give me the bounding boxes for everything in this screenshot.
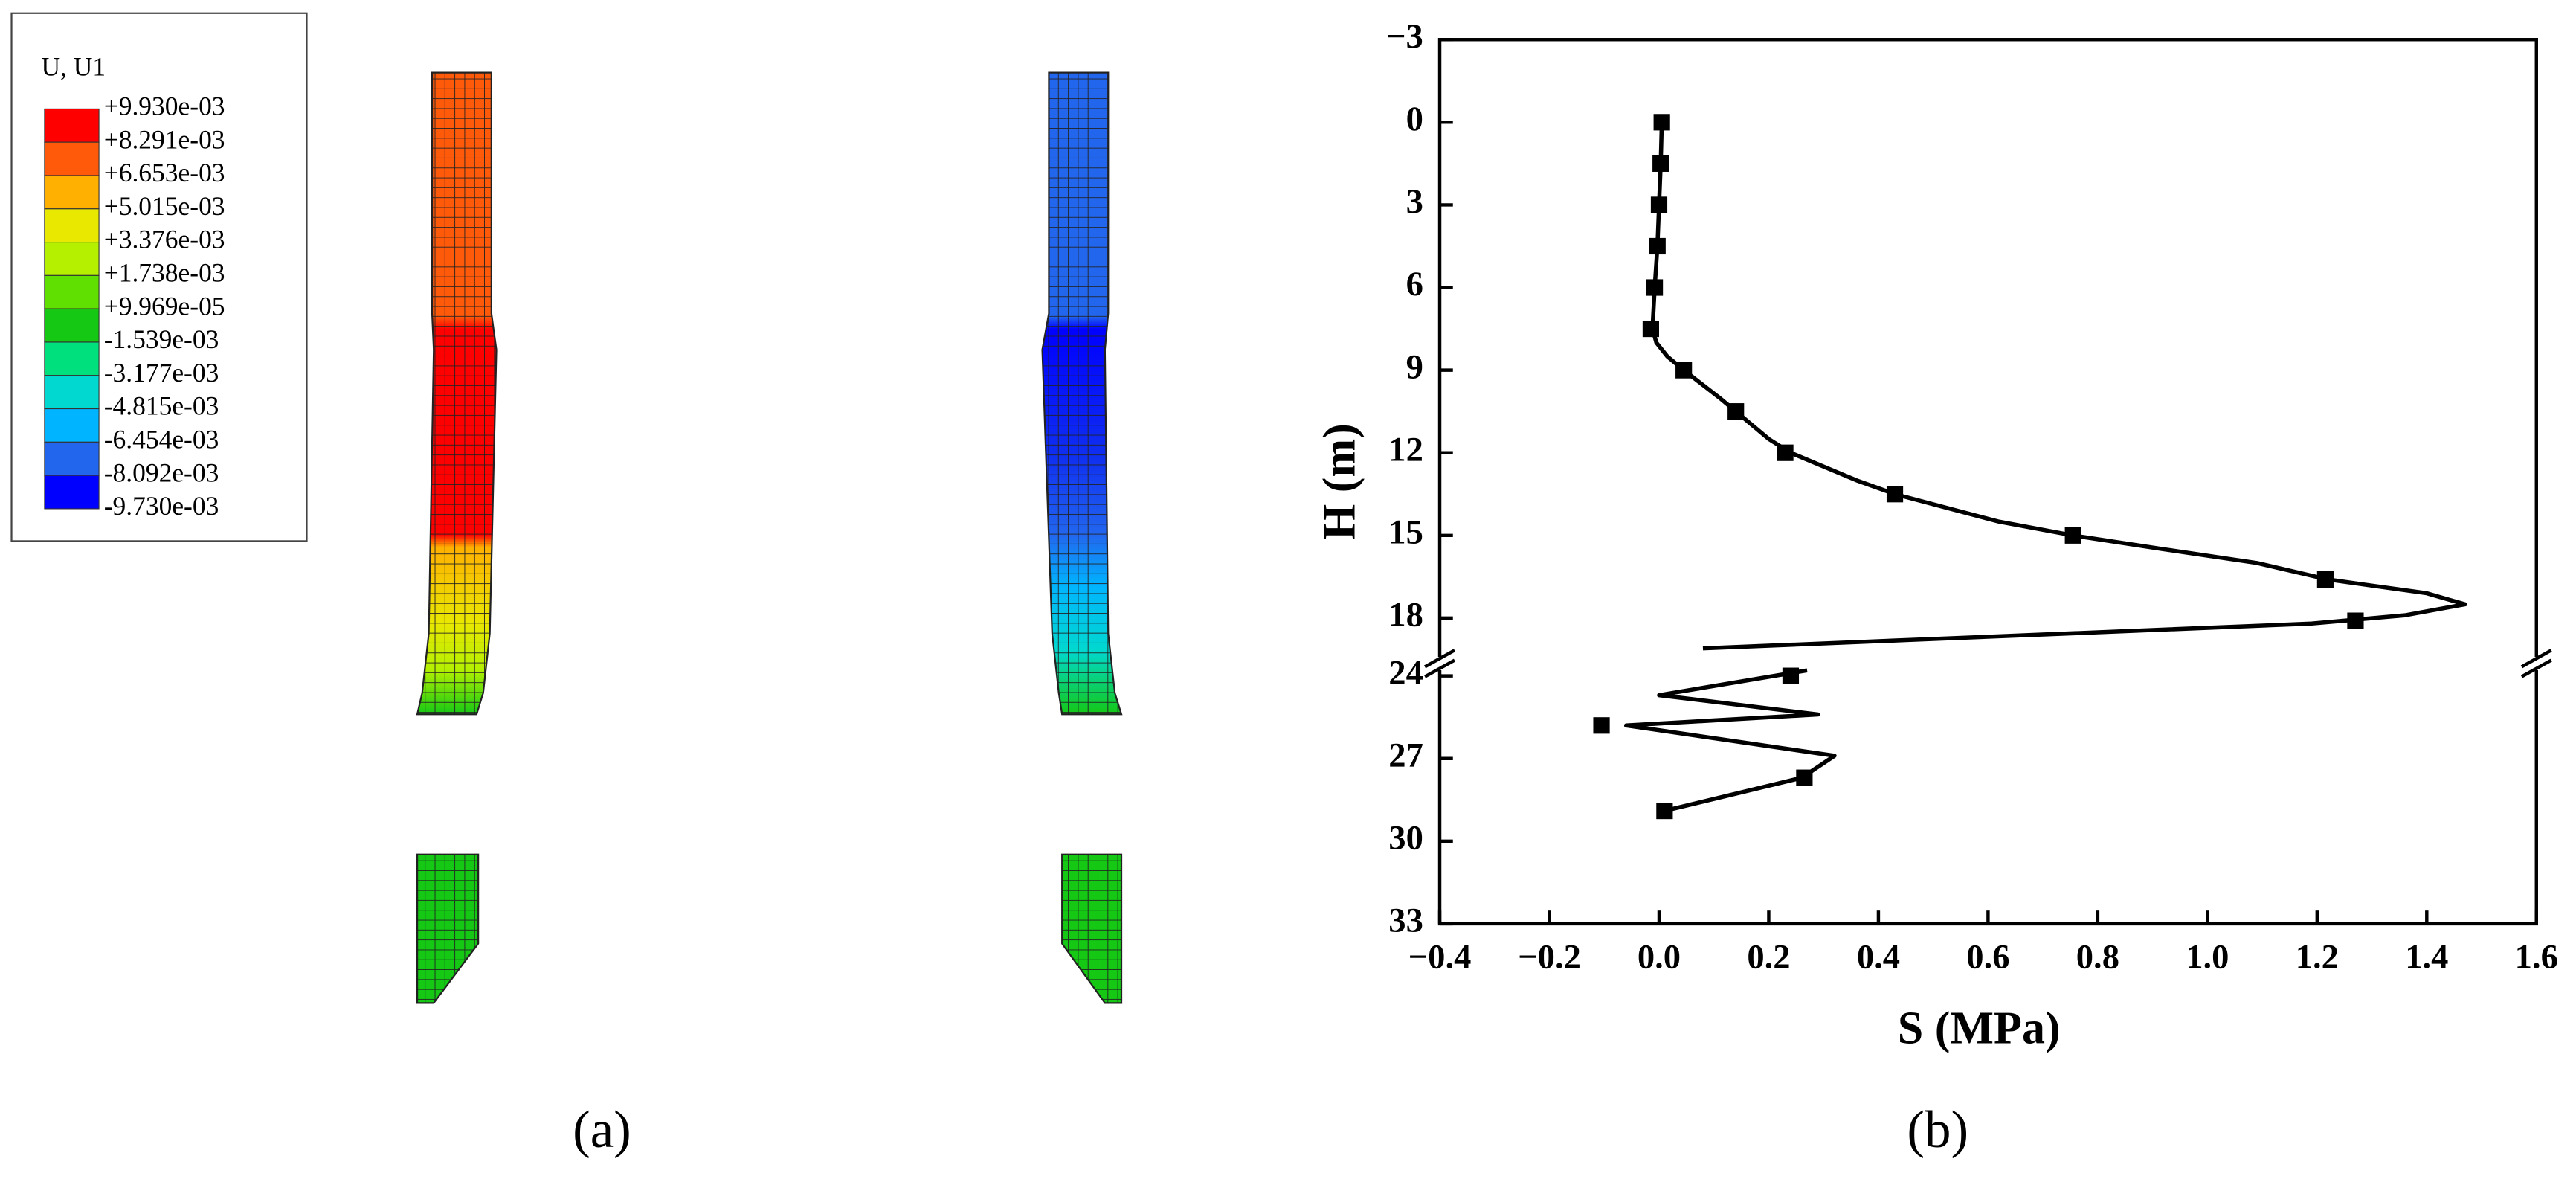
y-tick-label: 9 bbox=[1406, 348, 1423, 386]
legend-swatch bbox=[44, 242, 100, 276]
legend-label: +9.969e-05 bbox=[104, 291, 225, 321]
marker bbox=[2316, 571, 2334, 588]
legend-swatch bbox=[44, 175, 100, 210]
marker bbox=[1675, 362, 1693, 379]
legend-swatch bbox=[44, 475, 100, 510]
legend-swatch bbox=[44, 274, 100, 309]
marker bbox=[1656, 802, 1673, 820]
legend-swatch bbox=[44, 308, 100, 343]
y-tick-label: 27 bbox=[1388, 736, 1423, 774]
axis-break bbox=[2520, 649, 2552, 669]
y-tick-label: 30 bbox=[1388, 820, 1423, 858]
y-tick-label: 0 bbox=[1406, 100, 1423, 138]
marker bbox=[1796, 769, 1813, 786]
x-tick-label: 1.4 bbox=[2405, 938, 2448, 976]
legend-swatch bbox=[44, 375, 100, 410]
mesh-left bbox=[416, 71, 498, 1004]
x-tick-label: 0.2 bbox=[1747, 938, 1790, 976]
legend-swatch bbox=[44, 341, 100, 376]
legend-label: +9.930e-03 bbox=[104, 91, 225, 121]
axis-break bbox=[2520, 658, 2552, 678]
caption: (b) bbox=[1907, 1101, 1968, 1159]
legend-label: -9.730e-03 bbox=[104, 491, 219, 521]
y-tick-label: 18 bbox=[1388, 597, 1423, 635]
axis-break bbox=[1423, 658, 1456, 678]
marker bbox=[1646, 279, 1664, 296]
marker bbox=[1886, 486, 1904, 503]
x-tick-label: 0.4 bbox=[1857, 938, 1900, 976]
marker bbox=[2347, 612, 2364, 629]
legend-label: -3.177e-03 bbox=[104, 358, 219, 388]
line bbox=[1623, 122, 2467, 813]
marker bbox=[1727, 403, 1745, 420]
mesh-right bbox=[1041, 71, 1123, 1004]
legend-swatch bbox=[44, 141, 100, 176]
y-tick-label: 33 bbox=[1388, 902, 1423, 940]
plot-frame bbox=[1437, 38, 2538, 926]
legend-label: -8.092e-03 bbox=[104, 457, 219, 487]
caption: (a) bbox=[573, 1101, 631, 1159]
legend-label: +6.653e-03 bbox=[104, 158, 225, 187]
legend-title: U, U1 bbox=[41, 51, 106, 81]
legend-swatch bbox=[44, 441, 100, 476]
legend-label: -1.539e-03 bbox=[104, 324, 219, 354]
legend-swatch bbox=[44, 108, 100, 143]
legend-swatch bbox=[44, 408, 100, 443]
legend-swatch bbox=[44, 208, 100, 243]
y-tick-label: 12 bbox=[1388, 431, 1423, 469]
x-tick-label: 0.6 bbox=[1966, 938, 2009, 976]
y-axis-label: H (m) bbox=[1315, 423, 1365, 540]
y-tick-label: −3 bbox=[1386, 18, 1423, 56]
axis-break bbox=[1423, 649, 1456, 669]
legend-label: +3.376e-03 bbox=[104, 225, 225, 254]
x-tick-label: 0.8 bbox=[2076, 938, 2119, 976]
x-axis-label: S (MPa) bbox=[1898, 1003, 2061, 1054]
x-tick-label: −0.2 bbox=[1518, 938, 1581, 976]
plot: −0.4 −0.2 0.0 0.2 0.4 0.6 0.8 1.0 1.2 1.4 1.6 −3 0 3 6… bbox=[1386, 18, 2558, 976]
legend-label: +8.291e-03 bbox=[104, 124, 225, 154]
legend-label: +1.738e-03 bbox=[104, 258, 225, 288]
legend: +9.930e-03+8.291e-03 +6.653e-03 +5.015e-03… bbox=[44, 91, 225, 521]
marker bbox=[1593, 717, 1610, 734]
y-tick-label: 15 bbox=[1388, 513, 1423, 551]
marker bbox=[1650, 196, 1668, 213]
y-tick-label: 24 bbox=[1388, 654, 1423, 692]
y-tick-label: 6 bbox=[1406, 266, 1423, 303]
legend-label: -4.815e-03 bbox=[104, 391, 219, 421]
marker bbox=[1653, 114, 1670, 131]
legend-label: -6.454e-03 bbox=[104, 424, 219, 454]
x-tick-label: 1.0 bbox=[2186, 938, 2229, 976]
marker bbox=[1649, 237, 1666, 255]
y-tick-label: 3 bbox=[1406, 183, 1423, 221]
marker bbox=[1642, 320, 1660, 338]
marker bbox=[1782, 667, 1800, 684]
marker bbox=[2064, 527, 2081, 544]
marker bbox=[1652, 155, 1669, 172]
x-tick-label: 1.2 bbox=[2296, 938, 2339, 976]
x-tick-label: 1.6 bbox=[2515, 938, 2558, 976]
x-tick-label: −0.4 bbox=[1408, 938, 1472, 976]
marker bbox=[1777, 444, 1794, 461]
legend-label: +5.015e-03 bbox=[104, 191, 225, 221]
x-tick-label: 0.0 bbox=[1638, 938, 1681, 976]
